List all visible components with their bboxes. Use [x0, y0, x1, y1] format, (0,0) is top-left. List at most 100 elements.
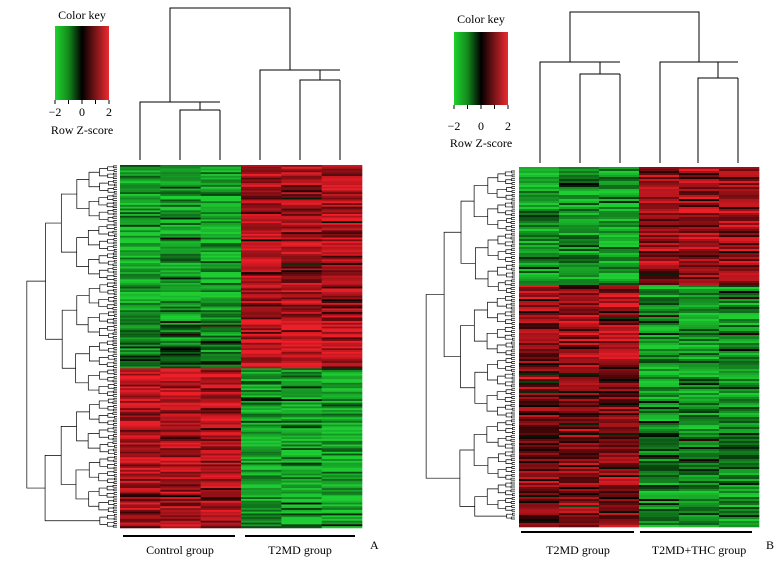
heatmap-cell-b [559, 435, 600, 438]
heatmap-cell-a [241, 201, 282, 204]
heatmap-cell-a [281, 344, 322, 347]
heatmap-cell-a [200, 502, 242, 505]
heatmap-cell-b [599, 327, 640, 330]
heatmap-cell-b [559, 355, 600, 358]
heatmap-cell-b [679, 291, 720, 294]
heatmap-cell-b [639, 325, 680, 328]
heatmap-cell-a [241, 259, 282, 262]
heatmap-cell-a [160, 297, 201, 300]
heatmap-cell-b [599, 289, 640, 292]
heatmap-cell-b [719, 321, 760, 324]
heatmap-cell-b [639, 401, 680, 404]
heatmap-cell-b [559, 331, 600, 334]
heatmap-cell-b [599, 255, 640, 258]
heatmap-cell-b [679, 523, 720, 526]
heatmap-cell-a [321, 253, 363, 257]
heatmap-cell-b [599, 167, 640, 170]
heatmap-cell-b [599, 175, 640, 178]
heatmap-cell-a [321, 321, 363, 324]
heatmap-cell-a [281, 243, 322, 246]
heatmap-cell-b [639, 217, 680, 220]
heatmap-cell-b [639, 169, 680, 172]
heatmap-cell-b [719, 223, 760, 226]
heatmap-cell-a [160, 439, 201, 442]
heatmap-cell-a [160, 188, 201, 191]
heatmap-cell-b [559, 407, 600, 410]
heatmap-cell-a [200, 386, 242, 389]
heatmap-cell-a [321, 471, 363, 474]
heatmap-cell-b [519, 177, 560, 180]
heatmap-cell-b [719, 445, 760, 448]
heatmap-cell-b [599, 307, 640, 310]
heatmap-cell-b [679, 249, 720, 252]
heatmap-cell-b [639, 279, 680, 282]
heatmap-cell-b [679, 293, 720, 296]
heatmap-cell-b [679, 399, 720, 402]
heatmap-cell-a [200, 439, 242, 442]
heatmap-cell-b [599, 285, 640, 288]
heatmap-cell-a [281, 201, 322, 204]
heatmap-cell-a [200, 433, 242, 436]
heatmap-cell-a [281, 223, 322, 226]
heatmap-cell-b [519, 495, 560, 498]
heatmap-cell-a [241, 239, 282, 242]
heatmap-cell-a [120, 362, 161, 365]
heatmap-cell-b [599, 379, 640, 382]
heatmap-cell-b [719, 249, 760, 252]
heatmap-cell-a [160, 459, 201, 462]
heatmap-cell-b [679, 355, 720, 358]
heatmap-cell-b [599, 311, 640, 314]
heatmap-cell-b [719, 301, 760, 304]
heatmap-cell-b [599, 461, 640, 464]
heatmap-cell-b [639, 203, 680, 206]
heatmap-cell-a [160, 508, 201, 511]
heatmap-cell-b [679, 343, 720, 346]
color-key-bar-b [454, 32, 508, 105]
heatmap-cell-b [599, 481, 640, 484]
heatmap-cell-a [160, 373, 201, 376]
heatmap-cell-b [679, 295, 720, 298]
heatmap-cell-b [559, 177, 600, 180]
heatmap-cell-a [321, 500, 363, 503]
heatmap-cell-b [639, 231, 680, 234]
heatmap-cell-a [281, 424, 322, 427]
heatmap-cell-a [281, 504, 322, 507]
heatmap-cell-b [559, 381, 600, 384]
heatmap-cell-a [241, 204, 282, 208]
heatmap-cell-b [719, 351, 760, 354]
heatmap-cell-a [160, 208, 201, 211]
heatmap-cell-a [120, 415, 161, 418]
heatmap-cell-a [281, 253, 322, 257]
heatmap-cell-a [160, 301, 201, 304]
heatmap-cell-b [599, 507, 640, 510]
heatmap-cell-a [200, 440, 242, 443]
heatmap-cell-a [281, 241, 322, 244]
heatmap-cell-a [281, 498, 322, 502]
heatmap-cell-b [679, 287, 720, 290]
heatmap-cell-a [200, 179, 242, 182]
heatmap-cell-a [241, 186, 282, 189]
heatmap-cell-a [321, 181, 363, 184]
heatmap-cell-b [599, 209, 640, 212]
heatmap-cell-b [679, 241, 720, 244]
heatmap-cell-b [599, 279, 640, 282]
heatmap-cell-a [241, 195, 282, 198]
heatmap-cell-a [120, 517, 161, 520]
heatmap-cell-a [120, 233, 161, 237]
heatmap-cell-b [639, 175, 680, 178]
heatmap-cell-a [281, 250, 322, 253]
heatmap-cell-a [281, 346, 322, 349]
heatmap-cell-a [281, 439, 322, 442]
heatmap-cell-a [241, 168, 282, 171]
heatmap-cell-b [559, 365, 600, 368]
heatmap-cell-b [639, 235, 680, 238]
heatmap-cell-b [719, 415, 760, 418]
heatmap-cell-a [281, 355, 322, 358]
heatmap-cell-b [559, 271, 600, 274]
heatmap-cell-a [241, 460, 282, 463]
heatmap-cell-a [120, 237, 161, 240]
heatmap-cell-b [639, 225, 680, 228]
heatmap-cell-a [120, 250, 161, 253]
heatmap-cell-b [519, 459, 560, 462]
heatmap-cell-b [679, 503, 720, 506]
